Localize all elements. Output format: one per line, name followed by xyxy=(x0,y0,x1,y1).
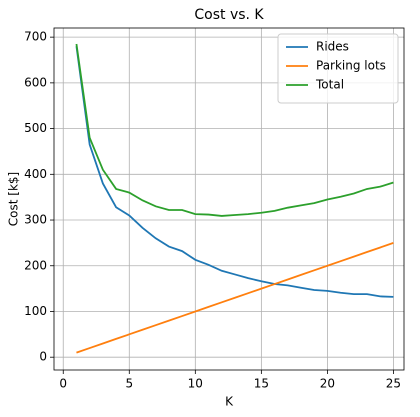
y-tick-label: 100 xyxy=(24,304,47,318)
plot-frame xyxy=(53,27,405,371)
y-tick-label: 700 xyxy=(24,30,47,44)
y-tick-label: 400 xyxy=(24,167,47,181)
chart-title: Cost vs. K xyxy=(194,7,264,23)
x-tick-label: 0 xyxy=(59,377,67,391)
y-tick-label: 500 xyxy=(24,121,47,135)
x-tick-label: 5 xyxy=(125,377,133,391)
legend-label: Rides xyxy=(316,40,349,54)
y-tick-label: 600 xyxy=(24,75,47,89)
y-axis-label: Cost [k$] xyxy=(7,172,21,226)
legend-label: Parking lots xyxy=(316,59,386,73)
y-tick-label: 200 xyxy=(24,258,47,272)
x-tick-label: 20 xyxy=(320,377,335,391)
line-series xyxy=(75,46,394,298)
x-tick-label: 25 xyxy=(386,377,401,391)
line-series xyxy=(76,242,394,354)
x-tick-label: 10 xyxy=(188,377,203,391)
line-series xyxy=(75,43,394,217)
y-tick-label: 300 xyxy=(24,213,47,227)
y-tick-label: 0 xyxy=(39,350,47,364)
x-tick-label: 15 xyxy=(254,377,269,391)
x-axis-label: K xyxy=(225,395,234,409)
legend-label: Total xyxy=(315,78,344,92)
